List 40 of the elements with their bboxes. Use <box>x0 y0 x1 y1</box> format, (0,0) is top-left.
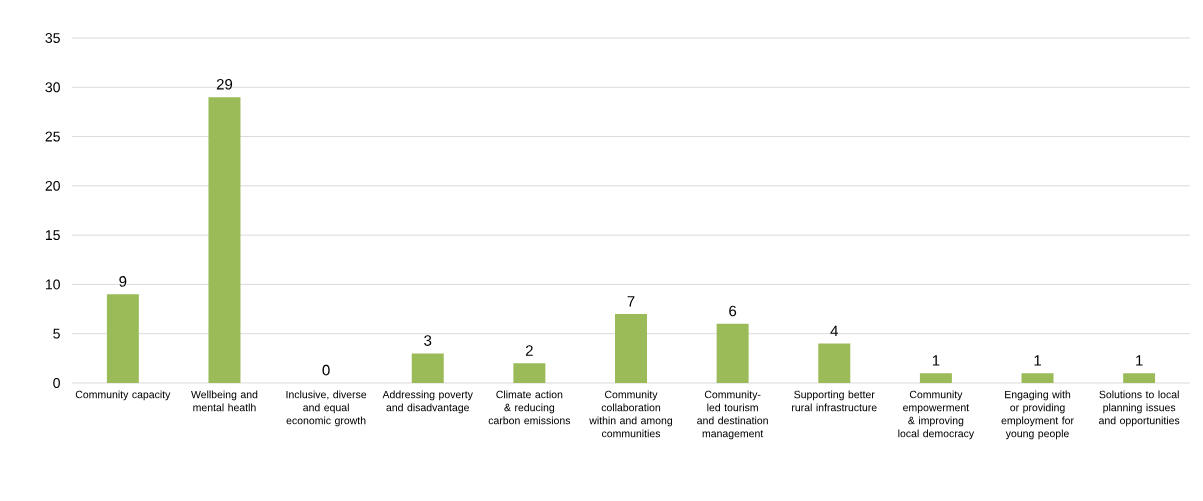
y-tick-label: 35 <box>45 33 60 43</box>
x-tick-label: Community collaboration within and among communities <box>589 390 673 438</box>
bar <box>208 97 241 383</box>
x-tick-label: Community empowerment & improving local democracy <box>898 390 975 440</box>
bar <box>513 363 546 383</box>
x-tick-label: Community capacity <box>75 390 171 401</box>
y-tick-label: 10 <box>45 279 60 290</box>
data-label: 0 <box>322 364 330 376</box>
bar <box>818 343 851 383</box>
bar <box>1021 373 1054 383</box>
bar <box>106 294 139 383</box>
data-label: 6 <box>729 305 737 317</box>
data-label: 1 <box>932 355 940 366</box>
bar <box>716 323 749 383</box>
bar <box>1123 373 1156 383</box>
x-tick-label: Climate action & reducing carbon emissions <box>488 390 571 425</box>
bar <box>615 313 647 383</box>
y-tick-label: 25 <box>45 131 60 142</box>
data-label: 4 <box>830 325 838 337</box>
y-tick-label: 30 <box>45 82 60 93</box>
y-tick-label: 15 <box>45 230 60 241</box>
x-tick-label: Inclusive, diverse and equal economic growth <box>286 390 367 427</box>
data-label: 29 <box>216 78 233 90</box>
data-label: 7 <box>627 296 635 307</box>
y-tick-label: 0 <box>53 378 60 388</box>
y-tick-label: 5 <box>53 328 60 339</box>
y-tick-label: 20 <box>45 180 60 191</box>
data-label: 9 <box>119 276 127 287</box>
x-tick-label: Wellbeing and mental heatlh <box>191 390 258 412</box>
x-tick-label: Supporting better rural infrastructure <box>792 390 877 412</box>
x-tick-label: Engaging with or providing employment for young people <box>1001 390 1074 440</box>
bar <box>919 373 952 383</box>
x-tick-label: Addressing poverty and disadvantage <box>382 390 473 414</box>
data-label: 1 <box>1034 355 1041 366</box>
data-label: 3 <box>424 335 432 346</box>
data-label: 1 <box>1136 355 1143 366</box>
data-label: 2 <box>525 345 533 356</box>
bar <box>411 353 444 383</box>
x-tick-label: Community-led tourism and destination management <box>697 390 768 440</box>
x-tick-label: Solutions to local planning issues and opportunities <box>1099 390 1180 427</box>
